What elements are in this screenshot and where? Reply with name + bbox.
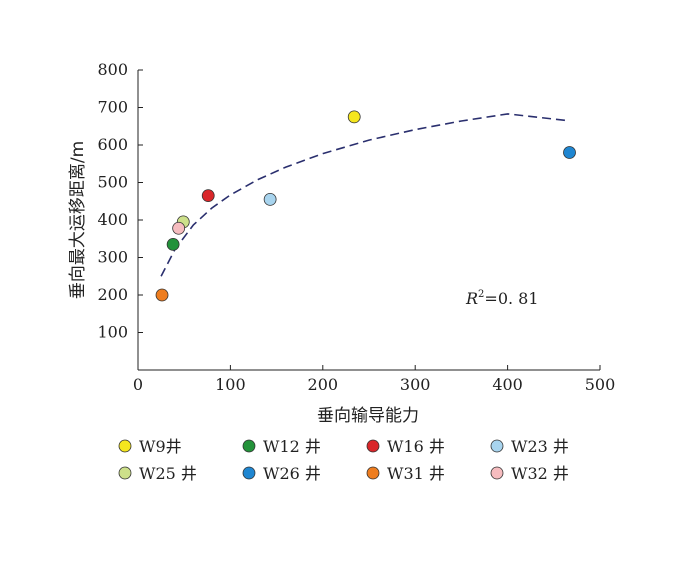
x-tick-label: 100 (215, 375, 246, 394)
y-tick-label: 500 (97, 173, 128, 192)
legend-marker (366, 439, 380, 453)
legend-label: W23 井 (511, 437, 569, 456)
trend-line (160, 113, 568, 277)
legend-marker (242, 439, 256, 453)
legend: W9井 W12 井 W16 井 W23 井 W25 井 W26 井 W31 井 W32 井 (118, 437, 569, 483)
y-tick-label: 800 (97, 60, 128, 79)
legend-label: W25 井 (139, 464, 197, 483)
data-point (172, 221, 186, 235)
y-axis-title: 垂向最大运移距离/m (68, 141, 88, 299)
r-squared-annotation: R2=0. 81 (465, 289, 539, 308)
data-point (263, 192, 277, 206)
y-tick-label: 600 (97, 135, 128, 154)
legend-marker (366, 466, 380, 480)
data-point (166, 237, 180, 251)
tick-labels: 0 100 200 300 400 500 100 200 300 400 500 600 700 800 (97, 60, 615, 394)
x-axis-title: 垂向输导能力 (317, 406, 419, 426)
legend-marker (118, 439, 132, 453)
legend-label: W16 井 (387, 437, 445, 456)
y-tick-label: 700 (97, 98, 128, 117)
x-tick-label: 500 (585, 375, 616, 394)
legend-label: W12 井 (263, 437, 321, 456)
x-tick-label: 400 (492, 375, 523, 394)
legend-marker (118, 466, 132, 480)
x-tick-label: 200 (308, 375, 339, 394)
y-tick-label: 200 (97, 285, 128, 304)
legend-marker (242, 466, 256, 480)
y-tick-label: 100 (97, 323, 128, 342)
axes (137, 69, 601, 371)
x-tick-label: 0 (133, 375, 143, 394)
x-tick-label: 300 (400, 375, 431, 394)
data-point (563, 146, 576, 159)
data-point (347, 110, 361, 124)
data-point (155, 288, 169, 302)
legend-label: W32 井 (511, 464, 569, 483)
legend-label: W31 井 (387, 464, 445, 483)
legend-marker (490, 439, 504, 453)
legend-label: W26 井 (263, 464, 321, 483)
data-points (155, 110, 576, 302)
trend-line-path (160, 113, 568, 277)
y-tick-label: 400 (97, 210, 128, 229)
data-point (201, 189, 215, 203)
legend-label: W9井 (139, 437, 182, 456)
y-tick-label: 300 (97, 248, 128, 267)
legend-marker (490, 466, 504, 480)
